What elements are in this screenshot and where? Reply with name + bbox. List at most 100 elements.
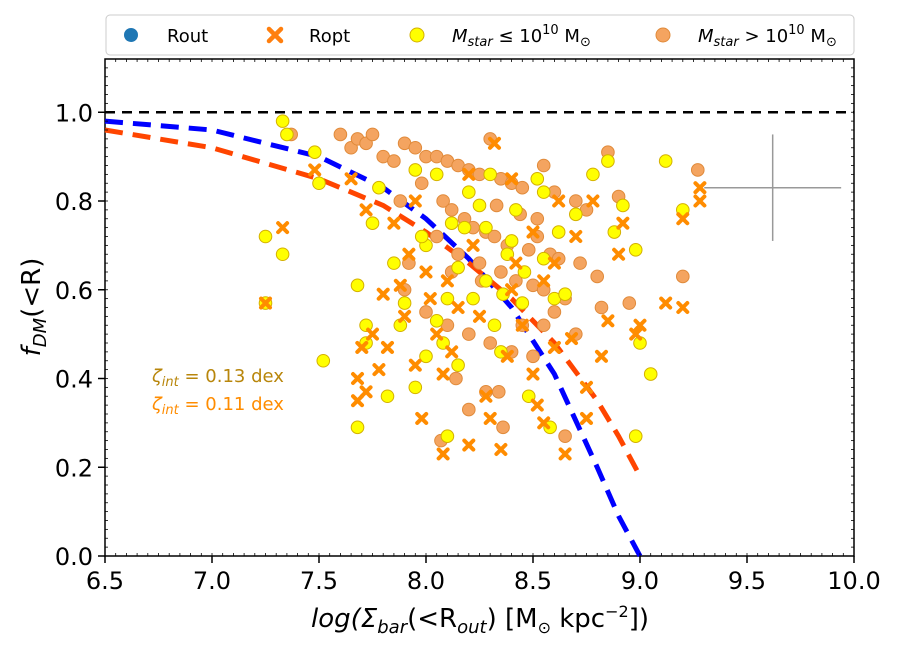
point-ropt (633, 318, 647, 332)
point-high_mass_rout (449, 371, 463, 386)
point-ropt (380, 340, 394, 354)
point-ropt (547, 340, 561, 354)
x-tick-label: 8.5 (514, 567, 552, 595)
point-ropt (494, 443, 508, 456)
point-high_mass_rout (429, 229, 444, 244)
point-low_mass_rout (601, 154, 615, 168)
point-ropt (430, 327, 444, 341)
point-ropt (601, 314, 615, 328)
point-ropt (487, 136, 501, 150)
annotation-zeta-2: ζint = 0.11 dex (151, 394, 284, 418)
errorbar (704, 134, 842, 241)
point-low_mass_rout (551, 225, 566, 239)
point-low_mass_rout (466, 291, 480, 306)
point-ropt (415, 411, 429, 425)
legend-label-ropt: Ropt (309, 26, 350, 47)
point-ropt (376, 287, 390, 301)
point-ropt (547, 256, 561, 270)
point-ropt (565, 332, 579, 346)
point-high_mass_rout (483, 336, 498, 350)
point-ropt (276, 221, 290, 235)
point-low_mass_rout (536, 185, 551, 199)
point-ropt (436, 447, 450, 461)
point-high_mass_rout (594, 300, 609, 315)
point-ropt (693, 181, 707, 195)
point-ropt (473, 309, 486, 323)
legend-marker-rout (124, 28, 138, 42)
point-ropt (558, 447, 572, 461)
point-low_mass_rout (440, 291, 455, 306)
point-ropt (355, 340, 369, 354)
point-ropt (515, 318, 529, 332)
point-ropt (436, 367, 450, 381)
point-ropt (569, 230, 583, 243)
point-high_mass_rout (547, 305, 562, 319)
point-low_mass_rout (429, 167, 444, 182)
legend-label-rout: Rout (167, 26, 208, 47)
point-low_mass_rout (509, 203, 523, 217)
point-high_mass_rout (496, 420, 510, 435)
point-ropt (259, 296, 272, 310)
x-axis-title: log(Σbar(<Rout) [M⊙ kpc−2]) (311, 602, 649, 638)
point-low_mass_rout (350, 278, 365, 293)
point-low_mass_rout (569, 207, 583, 222)
point-low_mass_rout (628, 243, 643, 257)
point-ropt (629, 327, 643, 341)
point-low_mass_rout (372, 180, 386, 195)
point-high_mass_rout (462, 402, 476, 417)
point-ropt (398, 309, 412, 323)
point-ropt (537, 416, 551, 430)
point-low_mass_rout (380, 389, 395, 404)
point-high_mass_rout (494, 265, 508, 279)
point-ropt (594, 349, 608, 363)
point-ropt (693, 194, 707, 208)
point-ropt (676, 301, 690, 314)
point-ropt (366, 327, 379, 341)
point-low_mass_rout (457, 220, 472, 235)
point-ropt (393, 278, 407, 292)
point-low_mass_rout (515, 296, 530, 310)
point-ropt (612, 247, 626, 261)
point-high_mass_rout (491, 385, 506, 399)
y-tick-label: 0.8 (55, 188, 93, 216)
x-tick-label: 6.5 (86, 567, 124, 595)
point-high_mass_rout (365, 127, 380, 142)
point-low_mass_rout (387, 256, 401, 270)
point-low_mass_rout (429, 314, 444, 328)
point-ropt (308, 163, 322, 177)
point-high_mass_rout (462, 327, 476, 341)
point-high_mass_rout (408, 140, 423, 155)
point-low_mass_rout (316, 353, 331, 368)
point-low_mass_rout (312, 176, 326, 191)
point-ropt (505, 283, 519, 297)
point-ropt (537, 274, 551, 288)
x-tick-label: 9.0 (621, 567, 659, 595)
y-tick-label: 1.0 (55, 99, 93, 127)
annotation-zeta-1: ζint = 0.13 dex (151, 366, 284, 390)
point-ropt (586, 194, 600, 208)
point-ropt (500, 349, 514, 363)
point-ropt (616, 216, 630, 230)
data-points (258, 114, 707, 461)
point-ropt (580, 411, 593, 425)
point-high_mass_rout (515, 180, 530, 195)
legend-box (105, 14, 855, 56)
point-low_mass_rout (275, 114, 290, 128)
point-ropt (344, 172, 358, 186)
point-high_mass_rout (414, 176, 429, 191)
point-ropt (526, 225, 540, 239)
point-low_mass_rout (658, 154, 673, 168)
point-high_mass_rout (444, 203, 459, 217)
point-low_mass_rout (397, 296, 412, 310)
point-high_mass_rout (387, 154, 401, 168)
point-ropt (408, 194, 422, 208)
point-low_mass_rout (504, 234, 519, 248)
axis-ticks: 6.5 7.0 7.5 8.0 8.5 9.0 9.5 10.0 0.0 0.2 0.4 0.6 0.8… (55, 58, 881, 595)
point-low_mass_rout (616, 198, 630, 213)
x-tick-label: 9.5 (728, 567, 766, 595)
point-ropt (359, 385, 373, 399)
point-ropt (408, 358, 422, 372)
point-ropt (659, 296, 673, 310)
point-ropt (552, 194, 566, 208)
point-ropt (372, 363, 386, 377)
